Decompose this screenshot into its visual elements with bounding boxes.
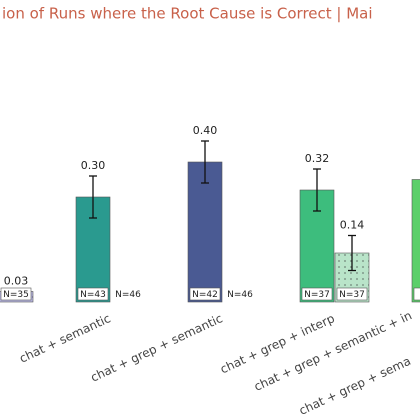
n-label-box [77,287,109,301]
value-label: 0.14 [340,219,365,232]
n-label: N=35 [3,290,29,300]
x-tick-label: chat + grep + interp [218,311,337,376]
x-tick-label: chat + semantic [17,311,113,365]
bar [187,161,223,303]
n-label-box [336,287,368,301]
value-label: 0.03 [4,275,29,288]
bar [411,179,420,303]
n-label: N=46 [227,290,253,300]
n-label: N=37 [304,290,330,300]
n-label-box [0,287,32,301]
n-label-box [189,287,221,301]
value-label: 0.40 [193,124,218,137]
n-label: N=43 [80,290,106,300]
n-label: N=42 [192,290,218,300]
n-label-box [413,287,420,301]
value-label: 0.30 [81,159,106,172]
n-label: N=46 [115,290,141,300]
chart-title: ion of Runs where the Root Cause is Corr… [2,5,373,23]
n-label: N=37 [339,290,365,300]
value-label: 0.32 [305,152,330,165]
n-label-box [301,287,333,301]
